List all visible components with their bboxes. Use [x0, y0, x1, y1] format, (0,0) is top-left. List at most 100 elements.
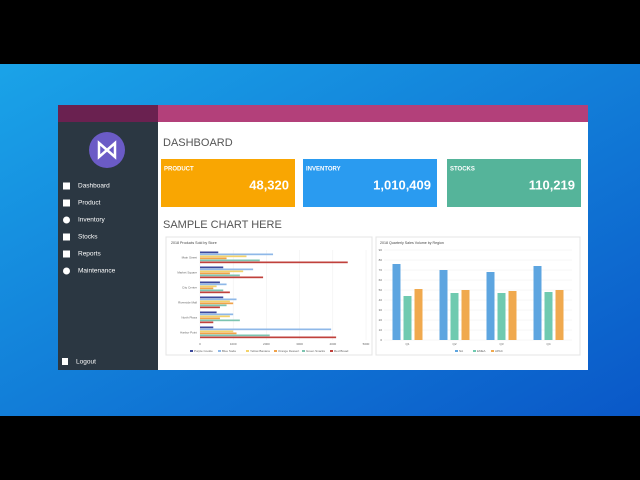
menu-item[interactable]: Maintenance [78, 268, 116, 275]
bar [200, 319, 240, 322]
y-tick-label: 90 [379, 248, 383, 252]
card-label: PRODUCT [164, 167, 194, 173]
bar [200, 321, 214, 324]
bar [392, 264, 401, 340]
legend-swatch [246, 350, 249, 352]
section-title: SAMPLE CHART HERE [163, 219, 282, 231]
legend-label: EMEA [477, 349, 486, 353]
bar [200, 255, 247, 258]
bar [461, 290, 470, 340]
bar [200, 332, 237, 335]
menu-item[interactable]: Inventory [78, 217, 105, 224]
legend-swatch [491, 350, 494, 352]
menu-icon [63, 216, 70, 224]
y-tick-label: 60 [379, 278, 383, 282]
bar [200, 253, 274, 256]
bar [450, 293, 459, 340]
x-tick-label: 0 [199, 342, 201, 346]
bar [200, 251, 219, 254]
category-label: City Center [182, 285, 197, 289]
bar [200, 306, 220, 309]
bar [200, 296, 224, 299]
bar [439, 270, 448, 340]
y-tick-label: 0 [380, 338, 382, 342]
bar [200, 287, 214, 290]
logout-icon [62, 358, 68, 365]
bar [200, 315, 230, 318]
x-tick-label: 4000 [329, 342, 336, 346]
bar [403, 296, 412, 340]
bar [200, 326, 214, 329]
bar [200, 328, 332, 331]
bar [544, 292, 553, 340]
card [303, 159, 437, 207]
y-tick-label: 10 [379, 328, 383, 332]
x-tick-label: 5000 [363, 342, 370, 346]
bar [200, 291, 230, 294]
menu-icon [63, 233, 70, 241]
menu-item[interactable]: Dashboard [78, 183, 110, 190]
card [447, 159, 581, 207]
card [161, 159, 295, 207]
bar [200, 302, 234, 305]
category-label: Q3 [499, 342, 503, 346]
top-bar-left [58, 105, 158, 122]
bar [200, 334, 270, 337]
y-tick-label: 80 [379, 258, 383, 262]
bar [200, 270, 244, 273]
legend-label: APAC [495, 349, 504, 353]
bar [200, 274, 240, 277]
y-tick-label: 70 [379, 268, 383, 272]
category-label: Q4 [546, 342, 550, 346]
bar [200, 283, 227, 286]
legend-swatch [473, 350, 476, 352]
card-label: INVENTORY [306, 167, 341, 173]
x-tick-label: 2000 [263, 342, 270, 346]
chart-title: 2018 Products Sold by Store [171, 241, 217, 245]
menu-item[interactable]: Stocks [78, 234, 98, 241]
category-label: Market Square [177, 270, 197, 274]
legend-swatch [330, 350, 333, 352]
legend-swatch [455, 350, 458, 352]
page-title: DASHBOARD [163, 137, 233, 149]
legend-swatch [190, 350, 193, 352]
x-tick-label: 3000 [296, 342, 303, 346]
category-label: Q1 [405, 342, 409, 346]
bar [200, 311, 217, 314]
legend-swatch [274, 350, 277, 352]
bar [200, 313, 234, 316]
legend-label: NA [459, 349, 463, 353]
menu-item[interactable]: Reports [78, 251, 102, 258]
card-label: STOCKS [450, 167, 475, 173]
card-value: 1,010,409 [373, 177, 431, 192]
bar [200, 276, 264, 279]
y-tick-label: 40 [379, 298, 383, 302]
legend-label: Green Snacks [306, 349, 326, 353]
top-bar [58, 105, 588, 122]
y-tick-label: 50 [379, 288, 383, 292]
menu-icon [63, 267, 70, 275]
bar [200, 304, 227, 307]
bar [414, 289, 423, 340]
bar [200, 266, 224, 269]
legend-label: Red Bread [334, 349, 349, 353]
category-label: Riverside Mall [178, 300, 197, 304]
menu-item[interactable]: Product [78, 200, 101, 207]
bar [200, 259, 260, 262]
bar [200, 257, 227, 260]
legend-label: Orange Dessert [278, 349, 299, 353]
menu-icon [63, 250, 70, 258]
menu-icon [63, 199, 70, 207]
legend-label: Yellow Banana [250, 349, 270, 353]
logout[interactable]: Logout [76, 359, 96, 366]
bar [200, 317, 220, 320]
menu-icon [63, 182, 70, 190]
legend-label: Blue Soda [222, 349, 236, 353]
bar [497, 293, 506, 340]
bar [200, 268, 254, 271]
logo-mark [97, 140, 117, 160]
bar [200, 289, 224, 292]
bar [508, 291, 517, 340]
